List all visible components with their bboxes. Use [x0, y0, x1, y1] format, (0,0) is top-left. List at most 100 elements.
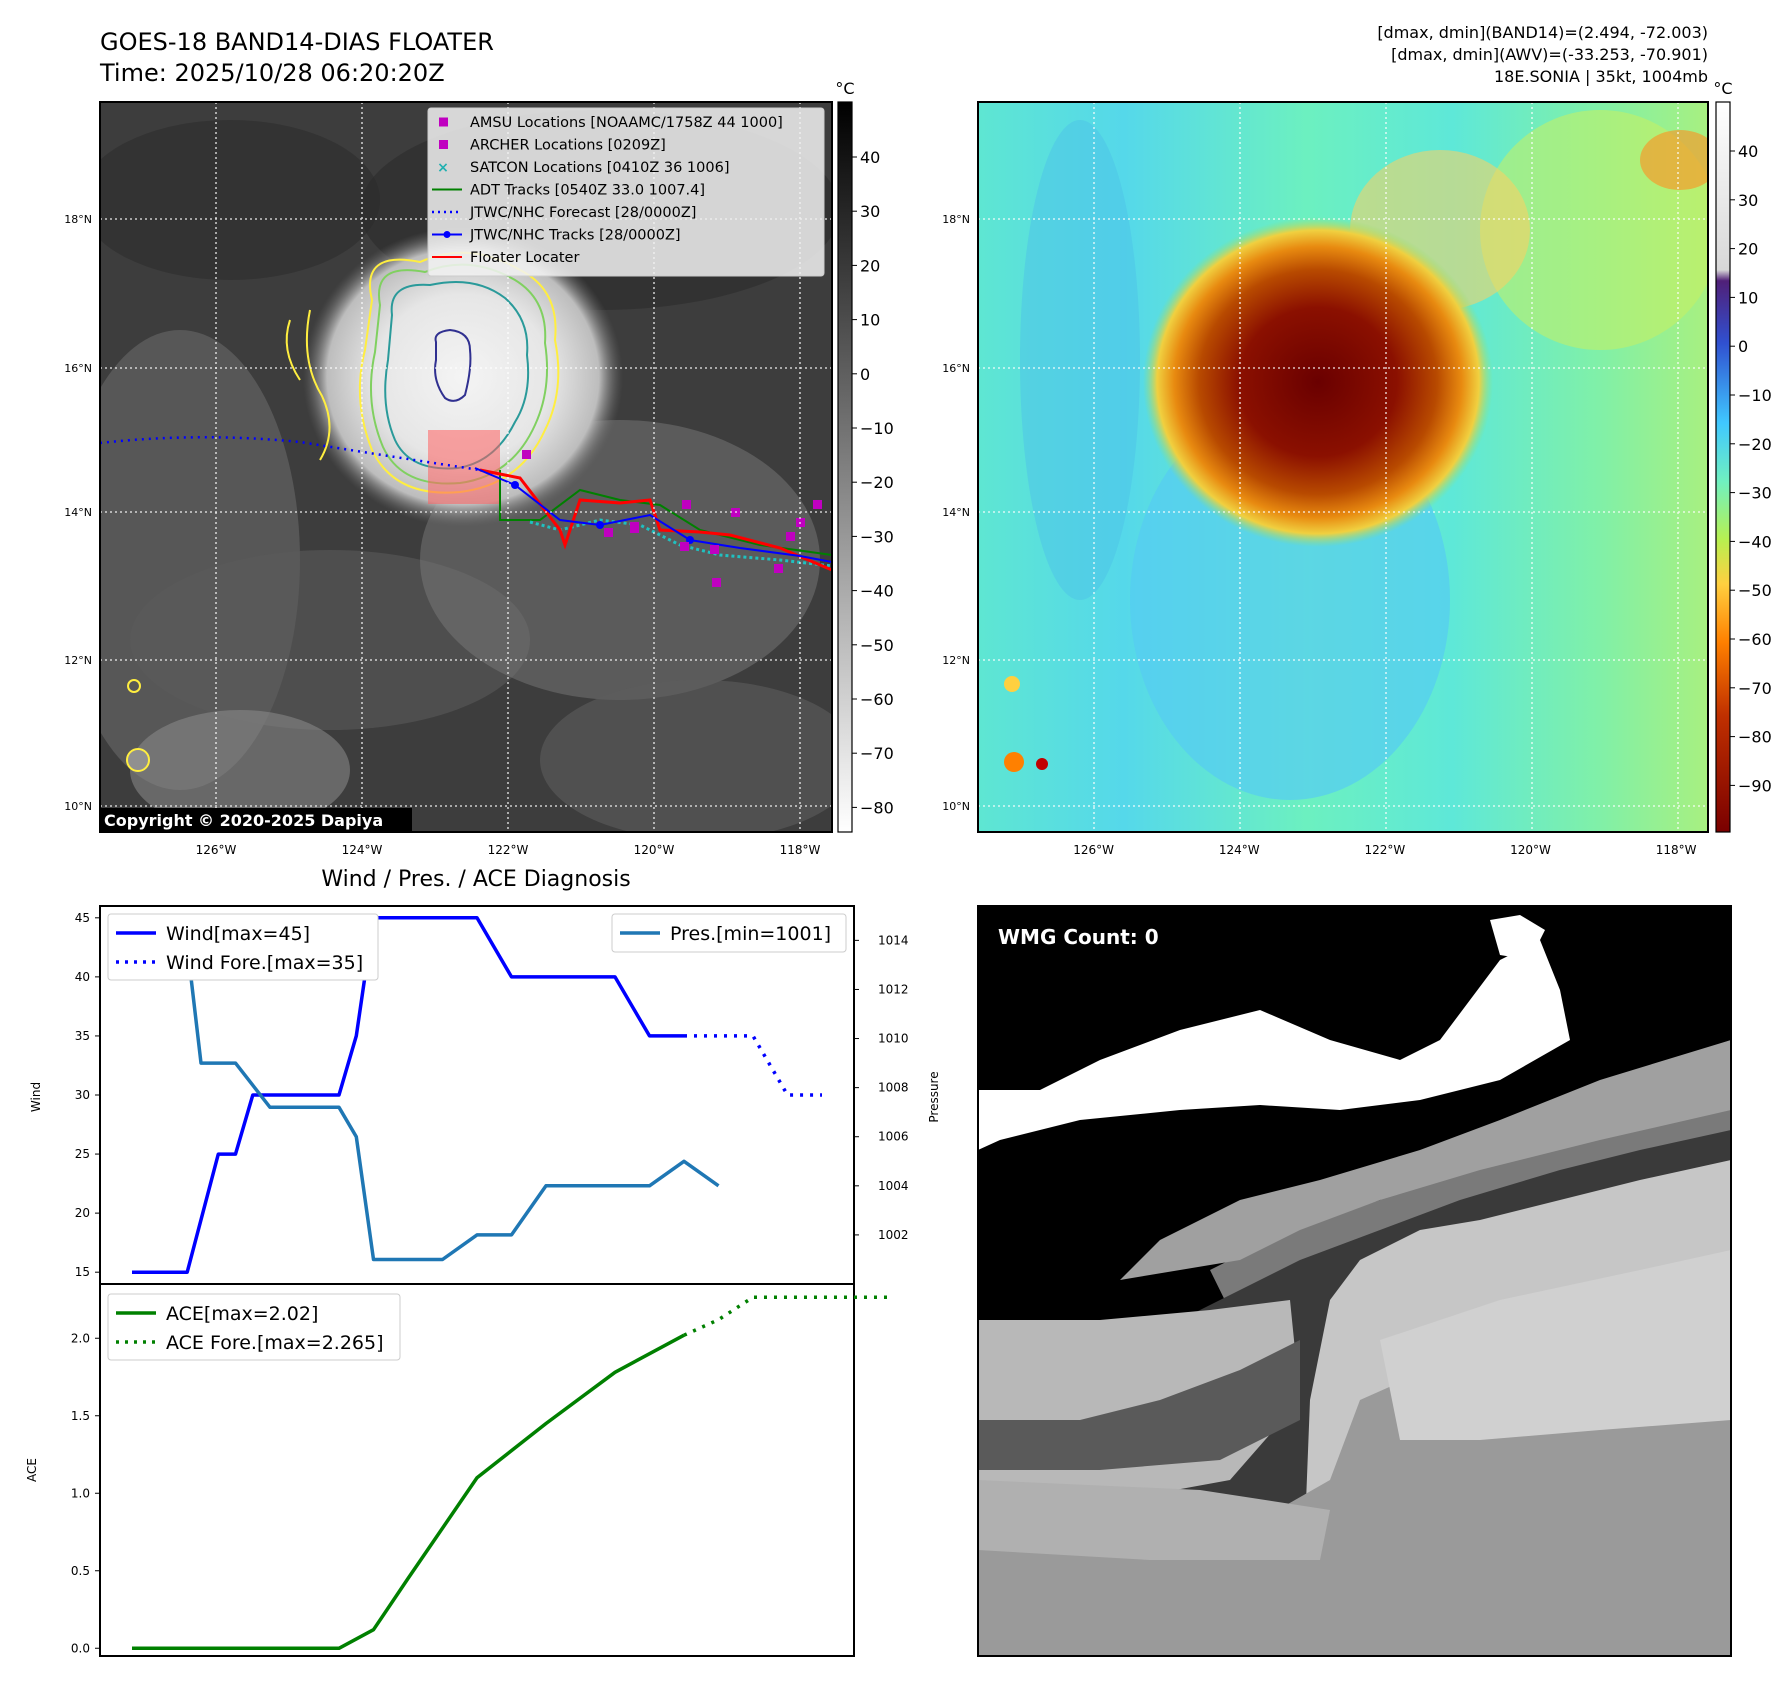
legend-entry: × SATCON Locations [0410Z 36 1006]: [437, 160, 729, 176]
pres-legend: Pres.[min=1001]: [611, 913, 847, 953]
colorbar-tick-label: 0: [860, 365, 870, 384]
ir-map-frame: [99, 101, 833, 833]
satcon-track: [529, 518, 832, 568]
ace-legend-box: [107, 1293, 401, 1361]
y2-tick-label: 1006: [878, 1130, 909, 1144]
y2-tick-label: 1012: [878, 982, 909, 996]
lat-tick-label: 12°N: [942, 654, 970, 667]
archer-location: [630, 522, 639, 531]
wind-legend: Wind[max=45] Wind Fore.[max=35]: [107, 913, 379, 981]
ir-colorbar-ramp: [837, 101, 853, 833]
colorbar-tick-label: −60: [1738, 630, 1772, 649]
y-tick-label: 1.5: [71, 1409, 90, 1423]
wv-gridlines: [978, 102, 1708, 832]
legend-entry: JTWC/NHC Forecast [28/0000Z]: [432, 205, 696, 221]
y-tick-label: 15: [75, 1265, 90, 1279]
y-tick-label: 25: [75, 1147, 90, 1161]
colorbar-tick-label: −80: [1738, 728, 1772, 747]
colorbar-tick-label: −20: [1738, 435, 1772, 454]
colorbar-tick-label: −10: [1738, 386, 1772, 405]
series-line: [132, 1333, 685, 1651]
ir-colorbar: °C 40 30 20 10 0 −10 −20 −30 −40 −50 −60 −70 −80: [835, 79, 894, 833]
storm-info: 18E.SONIA | 35kt, 1004mb: [1494, 67, 1708, 86]
y2-tick-label: 1010: [878, 1032, 909, 1046]
legend-label: AMSU Locations [NOAAMC/1758Z 44 1000]: [470, 115, 783, 131]
amsu-location: [774, 564, 783, 573]
figure-time: Time: 2025/10/28 06:20:20Z: [99, 59, 445, 87]
y-tick-label: 30: [75, 1088, 90, 1102]
wmg-band: [1380, 1250, 1731, 1440]
archer-location: [680, 542, 689, 551]
colorbar-tick-label: −40: [860, 582, 894, 601]
lat-tick-label: 18°N: [64, 213, 92, 226]
legend-box: [427, 107, 825, 277]
jtwc-track-point: [596, 521, 604, 529]
lat-tick-label: 14°N: [64, 506, 92, 519]
jtwc-track-point: [511, 481, 519, 489]
colorbar-tick-label: −30: [1738, 484, 1772, 503]
ir-contour-blue: [434, 328, 472, 402]
ir-contour-band: [285, 319, 301, 381]
legend-entry: Floater Locater: [432, 250, 579, 266]
ir-legend: AMSU Locations [NOAAMC/1758Z 44 1000] ARC…: [427, 107, 825, 277]
adt-track: [499, 470, 832, 556]
y2-tick-label: 1004: [878, 1179, 909, 1193]
amsu-location: [710, 545, 719, 554]
ir-cloud-band: [540, 680, 832, 832]
lon-tick-label: 126°W: [196, 843, 237, 857]
ir-contour-cell: [127, 679, 141, 693]
wv-map-panel: 18°N 16°N 14°N 12°N 10°N 126°W 124°W 122°W 120°…: [942, 101, 1709, 857]
colorbar-tick-label: −60: [860, 690, 894, 709]
y-tick-label: 1.0: [71, 1486, 90, 1500]
colorbar-tick-label: 40: [860, 148, 880, 167]
amsu-location: [712, 578, 721, 587]
colorbar-tick-label: 30: [860, 202, 880, 221]
lon-tick-label: 120°W: [634, 843, 675, 857]
colorbar-tick-label: −10: [860, 419, 894, 438]
lon-tick-label: 122°W: [1364, 843, 1405, 857]
wind-legend-label: Wind[max=45]: [166, 923, 310, 945]
wmg-cold-region: [978, 940, 1570, 1150]
ace-axis-label: ACE: [25, 1458, 39, 1482]
legend-entry: AMSU Locations [NOAAMC/1758Z 44 1000]: [439, 115, 783, 131]
colorbar-tick-label: −50: [860, 636, 894, 655]
amsu-location: [682, 500, 691, 509]
floater-track: [479, 468, 832, 572]
legend-entry: JTWC/NHC Tracks [28/0000Z]: [432, 228, 681, 244]
ir-storm-core: [303, 227, 623, 527]
legend-label: SATCON Locations [0410Z 36 1006]: [470, 160, 729, 176]
jtwc-track: [474, 467, 832, 563]
lon-tick-label: 124°W: [342, 843, 383, 857]
colorbar-tick-label: −90: [1738, 776, 1772, 795]
wmg-band: [1120, 1040, 1731, 1280]
lon-tick-label: 118°W: [780, 843, 821, 857]
lon-tick-label: 122°W: [488, 843, 529, 857]
legend-label: ARCHER Locations [0209Z]: [470, 138, 666, 154]
wmg-cold-region: [1490, 915, 1545, 960]
legend-label: Floater Locater: [470, 250, 579, 266]
colorbar-tick-label: 10: [1738, 288, 1758, 307]
legend-marker: [439, 117, 448, 127]
lon-tick-label: 126°W: [1073, 843, 1114, 857]
ir-cloud-band: [130, 710, 350, 830]
y-tick-label: 0.0: [71, 1641, 90, 1655]
copyright: Copyright © 2020-2025 Dapiya: [104, 811, 383, 830]
wv-storm-core: [1143, 217, 1493, 547]
colorbar-tick-label: 30: [1738, 191, 1758, 210]
ir-contour-teal: [384, 280, 530, 470]
amsu-location: [786, 532, 795, 541]
wmg-frame: [977, 905, 1732, 1657]
wv-colorbar-ramp: [1715, 101, 1731, 833]
lat-tick-label: 10°N: [64, 800, 92, 813]
lat-tick-label: 14°N: [942, 506, 970, 519]
wv-cell: [1036, 758, 1048, 770]
chart-title: Wind / Pres. / ACE Diagnosis: [321, 867, 630, 892]
colorbar-tick-label: −30: [860, 527, 894, 546]
wmg-band: [978, 1340, 1300, 1470]
y-tick-label: 0.5: [71, 1564, 90, 1578]
legend-entry: ADT Tracks [0540Z 33.0 1007.4]: [432, 183, 705, 199]
wind-fore-legend-label: Wind Fore.[max=35]: [166, 952, 363, 974]
ir-map-panel: AMSU Locations [NOAAMC/1758Z 44 1000] ARC…: [64, 101, 833, 857]
amsu-location: [522, 450, 531, 459]
